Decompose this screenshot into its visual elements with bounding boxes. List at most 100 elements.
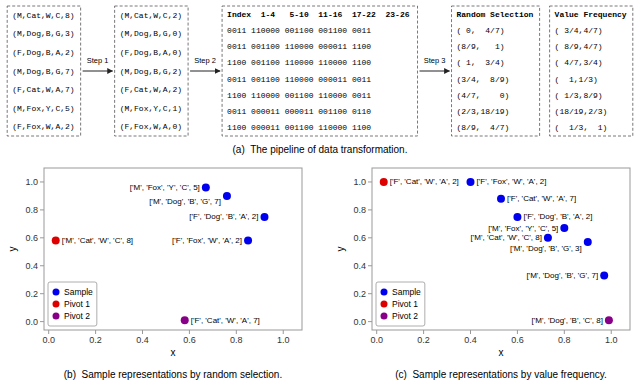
step-label: Step 3 xyxy=(424,56,446,65)
y-tick-label: 1.0 xyxy=(25,177,38,187)
x-tick xyxy=(283,330,284,334)
box-line: (F,Cat,W,A,2) xyxy=(120,85,182,94)
legend: Sample Pivot 1 Pivot 2 xyxy=(48,282,97,326)
y-tick xyxy=(40,321,44,322)
y-tick-label: 0.6 xyxy=(353,233,366,243)
y-tick xyxy=(368,237,372,238)
y-tick-label: 0.8 xyxy=(25,205,38,215)
box-line: (M,Cat,W,C,2) xyxy=(120,11,182,20)
dashed-box xyxy=(222,6,417,136)
box-header: Random Selection xyxy=(457,10,534,19)
box-line: ( 1, 3/4) xyxy=(457,58,505,67)
y-tick xyxy=(40,265,44,266)
box-line: (M,Dog,B,G,3) xyxy=(12,29,74,38)
point xyxy=(544,234,552,242)
point xyxy=(223,192,231,200)
point xyxy=(244,237,252,245)
point-label: ['F', 'Dog', 'B', 'A', 2] xyxy=(189,212,258,221)
x-tick xyxy=(95,330,96,334)
x-tick-label: 1.0 xyxy=(277,335,290,345)
x-tick-label: 0.2 xyxy=(89,335,102,345)
step-label: Step 2 xyxy=(194,56,216,65)
box-line: (M,Cat,W,C,8) xyxy=(12,11,74,20)
point xyxy=(497,195,505,203)
legend-label: Pivot 1 xyxy=(64,299,90,309)
box-line: 1100 110000 001100 110000 0011 xyxy=(227,91,371,100)
point-label: ['F', 'Fox', 'W', 'A', 2] xyxy=(172,236,242,245)
data-marks xyxy=(52,184,269,325)
point-label: ['M', 'Dog', 'B', 'G', 3] xyxy=(510,244,582,253)
box-line: 0011 001100 110000 000011 1100 xyxy=(227,42,371,51)
x-tick-label: 0.8 xyxy=(558,335,571,345)
box-line: (M,Dog,B,G,7) xyxy=(12,67,74,76)
legend-swatch xyxy=(381,301,388,308)
y-axis-label: y xyxy=(335,247,346,252)
point-label: ['M', 'Cat', 'W', 'C', 8] xyxy=(62,236,133,245)
legend-label: Sample xyxy=(392,287,421,297)
y-tick xyxy=(40,181,44,182)
point-label: ['M', 'Dog', 'B', 'C', 8] xyxy=(532,316,603,325)
y-tick-label: 0.6 xyxy=(25,233,38,243)
dashed-box xyxy=(115,6,188,136)
y-tick xyxy=(40,237,44,238)
point xyxy=(560,224,568,232)
box-line: ( 1,1/3) xyxy=(555,75,598,84)
box-line: (4/7, 0) xyxy=(457,91,510,100)
y-tick-label: 0.8 xyxy=(353,205,366,215)
step-arrow xyxy=(190,71,220,72)
scatter-panel: 0.00.20.40.60.81.00.00.20.40.60.81.0xySa… xyxy=(335,168,630,380)
point-label: ['F', 'Cat', 'W', 'A', 7] xyxy=(191,316,260,325)
point-label: ['M', 'Cat', 'W', 'C', 8] xyxy=(471,233,542,242)
data-marks xyxy=(380,178,613,324)
box-line: (18/19,2/3) xyxy=(555,107,608,116)
box-line: (F,Cat,W,A,7) xyxy=(12,85,74,94)
box-line: ( 1/3,8/9) xyxy=(555,91,603,100)
box-line: ( 3/4,4/7) xyxy=(555,26,603,35)
box-line: (8/9, 1) xyxy=(457,42,505,51)
point-labels: ['M', 'Dog', 'B', 'G', 7]['M', 'Fox', 'Y… xyxy=(62,183,260,325)
legend-swatch xyxy=(53,313,60,320)
point-label: ['F', 'Dog', 'B', 'A', 2] xyxy=(523,212,592,221)
legend-label: Pivot 2 xyxy=(64,311,90,321)
box-line: 0011 110000 001100 001100 0011 xyxy=(227,26,371,35)
y-tick xyxy=(368,181,372,182)
caption: (c) Sample representations by value freq… xyxy=(395,369,607,380)
plot-frame xyxy=(372,168,630,330)
box-line: ( 4/7,3/4) xyxy=(555,58,603,67)
caption: (a) The pipeline of data transformation. xyxy=(233,144,408,155)
x-tick xyxy=(423,330,424,334)
box-line: (F,Fox,W,A,2) xyxy=(12,122,74,131)
legend-box xyxy=(48,282,97,326)
legend-label: Sample xyxy=(64,287,93,297)
pipeline-diagram: (M,Cat,W,C,8)(M,Dog,B,G,3)(F,Dog,B,A,2)(… xyxy=(7,6,633,155)
box-line: ( 8/9,4/7) xyxy=(555,42,603,51)
box-header: Value Frequency xyxy=(555,10,627,19)
x-axis-label: x xyxy=(499,347,504,358)
point xyxy=(380,178,388,186)
x-tick-label: 0.2 xyxy=(417,335,430,345)
scatter-panel: 0.00.20.40.60.81.00.00.20.40.60.81.0xySa… xyxy=(7,168,302,380)
y-tick-label: 1.0 xyxy=(353,177,366,187)
dashed-box xyxy=(550,6,633,136)
box-line: (M,Fox,Y,C,1) xyxy=(120,104,182,113)
box-line: (2/3,18/19) xyxy=(457,107,510,116)
x-tick xyxy=(189,330,190,334)
point-label: ['F', 'Fox', 'W', 'A', 2] xyxy=(477,177,547,186)
step-arrow xyxy=(420,71,450,72)
x-tick-label: 0.4 xyxy=(136,335,149,345)
y-tick xyxy=(368,265,372,266)
point xyxy=(202,184,210,192)
box-line: 0011 000011 000011 001100 0110 xyxy=(227,107,371,116)
dashed-box xyxy=(7,6,80,136)
x-tick xyxy=(48,330,49,334)
point xyxy=(52,237,60,245)
box-line: (M,Dog,B,G,0) xyxy=(120,29,182,38)
x-tick-label: 0.8 xyxy=(230,335,243,345)
legend-box xyxy=(376,282,425,326)
legend-label: Pivot 2 xyxy=(392,311,418,321)
legend-swatch xyxy=(381,289,388,296)
plot-frame xyxy=(44,168,302,330)
x-tick-label: 0.6 xyxy=(511,335,524,345)
box-line: (F,Dog,B,A,0) xyxy=(120,48,182,57)
x-tick xyxy=(611,330,612,334)
